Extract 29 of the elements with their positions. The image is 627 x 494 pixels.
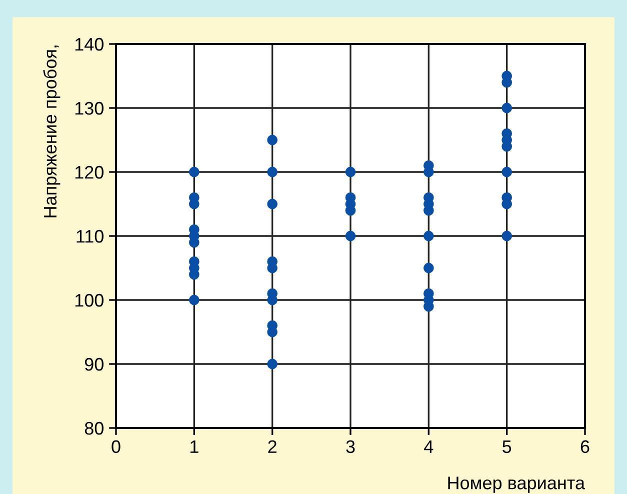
point [502, 230, 512, 242]
point [267, 358, 278, 370]
point [267, 166, 278, 178]
y-tick-label: 100 [75, 294, 104, 307]
x-tick-label: 0 [112, 440, 120, 454]
point [267, 198, 278, 210]
y-tick-label: 120 [75, 166, 104, 179]
x-tick-label: 3 [346, 440, 355, 454]
y-tick-label: 140 [75, 38, 104, 51]
y-tick-label: 90 [84, 358, 104, 371]
point [267, 134, 278, 146]
point [345, 166, 356, 178]
point [502, 166, 512, 178]
x-tick-label: 5 [502, 440, 512, 454]
x-axis-title: Номер варианта [448, 476, 586, 493]
x-tick-label: 4 [424, 440, 434, 453]
point [188, 294, 200, 306]
point [502, 102, 512, 114]
point [345, 230, 356, 242]
point [423, 230, 434, 242]
x-tick-label: 2 [268, 440, 276, 453]
point [188, 166, 200, 178]
y-tick-label: 80 [84, 422, 104, 435]
y-tick-label: 130 [75, 102, 104, 115]
point [423, 262, 434, 274]
y-tick-label: 110 [76, 230, 104, 243]
x-tick-label: 6 [580, 440, 590, 454]
y-axis-title: Напряжение пробоя, [43, 46, 60, 218]
x-tick-label: 1 [190, 440, 198, 453]
